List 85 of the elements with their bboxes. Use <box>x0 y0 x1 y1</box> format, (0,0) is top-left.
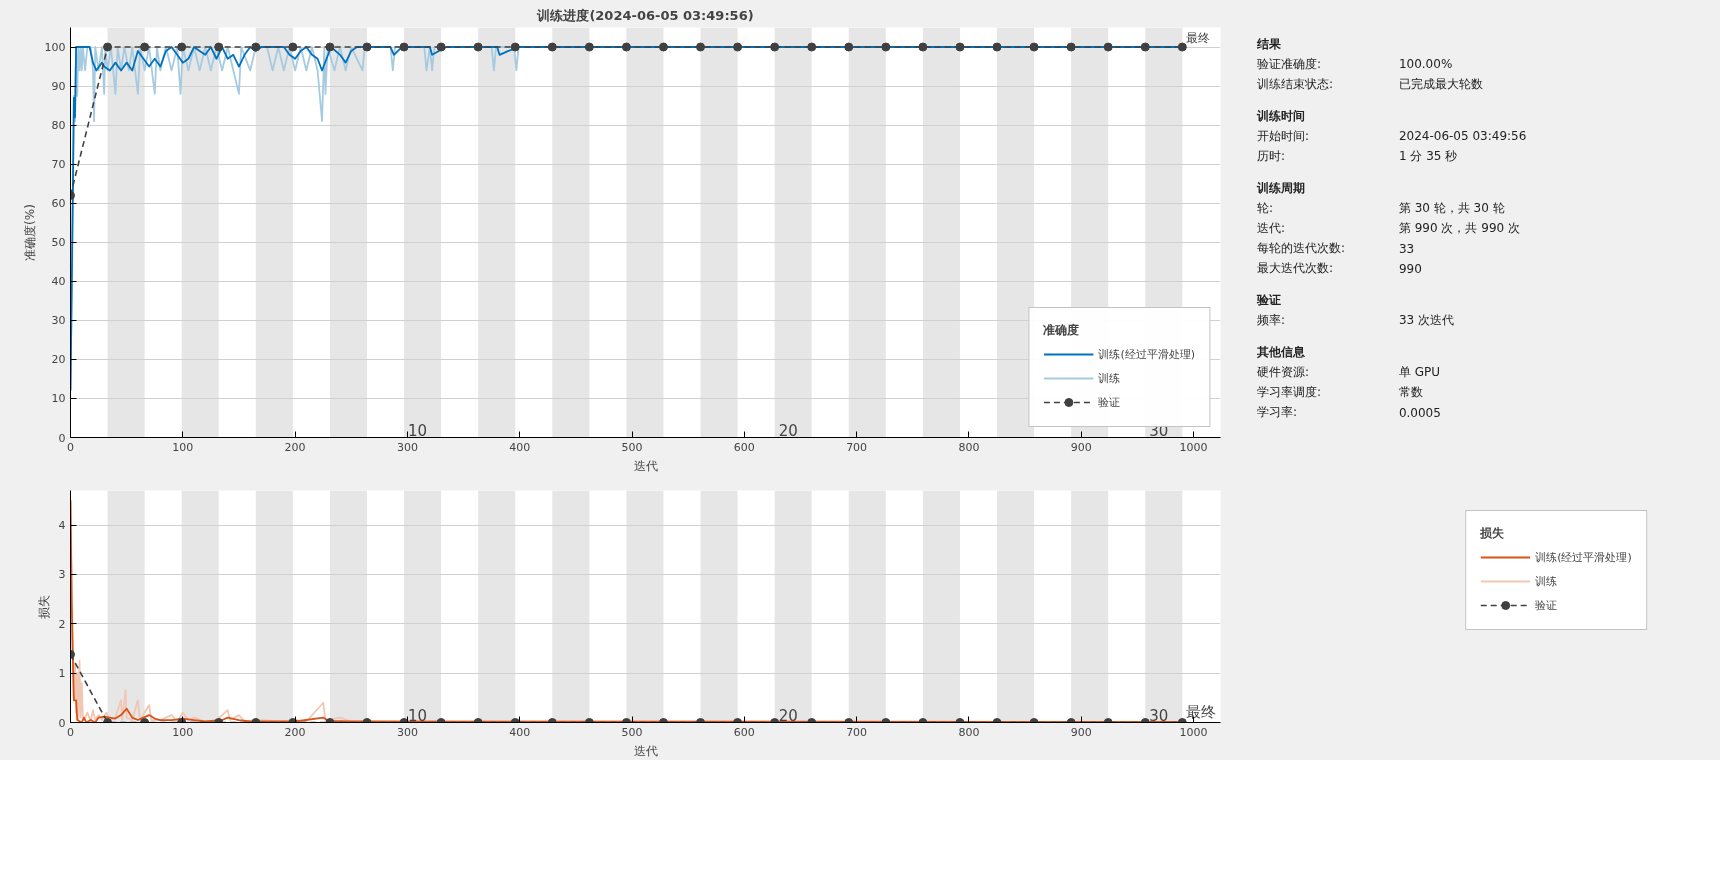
x-tick-label: 100 <box>172 440 194 454</box>
text: 0.0005 <box>1398 405 1441 420</box>
legend-label: 训练 <box>1098 370 1121 386</box>
text: 开始时间: <box>1257 128 1310 143</box>
annotation: 最终 <box>1186 31 1211 46</box>
text: 训练周期 <box>1256 180 1305 195</box>
annotation: 20 <box>778 421 798 440</box>
y-axis-title: 损失 <box>36 594 51 619</box>
x-tick-label: 500 <box>621 440 643 454</box>
y-tick-label: 70 <box>51 158 66 172</box>
text: 学习率调度: <box>1257 385 1322 400</box>
text: 常数 <box>1398 385 1423 400</box>
x-tick-label: 1000 <box>1179 725 1208 739</box>
text: 990 <box>1398 261 1422 276</box>
text: 训练结束状态: <box>1257 76 1334 91</box>
y-tick-label: 30 <box>51 314 66 328</box>
annotation: 最终 <box>1186 702 1217 721</box>
x-tick-label: 400 <box>509 725 531 739</box>
text: 其他信息 <box>1256 345 1306 360</box>
x-tick-label: 500 <box>621 725 643 739</box>
legend-label: 训练 <box>1535 573 1558 589</box>
text: 频率: <box>1257 313 1286 328</box>
text: 验证准确度: <box>1257 56 1322 71</box>
x-tick-label: 800 <box>958 725 980 739</box>
text: 100.00% <box>1398 56 1453 71</box>
x-tick-label: 800 <box>958 440 980 454</box>
x-axis-title: 迭代 <box>633 743 658 758</box>
x-tick-label: 200 <box>284 440 306 454</box>
text: 轮: <box>1257 200 1274 215</box>
y-tick-label: 20 <box>51 353 66 367</box>
annotation: 10 <box>408 421 428 440</box>
y-tick-label: 80 <box>51 119 66 133</box>
x-tick-label: 700 <box>846 440 868 454</box>
legend-label: 验证 <box>1535 597 1558 613</box>
text: 最大迭代次数: <box>1257 261 1334 276</box>
x-tick-label: 300 <box>396 440 418 454</box>
legend-label: 验证 <box>1098 394 1121 410</box>
text: 历时: <box>1257 148 1286 163</box>
y-axis-title: 准确度(%) <box>22 204 37 261</box>
text: 第 990 次，共 990 次 <box>1398 220 1520 235</box>
x-tick-label: 600 <box>733 440 755 454</box>
x-axis-title: 迭代 <box>633 458 658 473</box>
y-tick-label: 1 <box>58 667 66 681</box>
text: 迭代: <box>1257 220 1286 235</box>
y-tick-label: 3 <box>58 568 66 582</box>
y-tick-label: 40 <box>51 275 66 289</box>
text: 学习率: <box>1257 405 1298 420</box>
text: 2024-06-05 03:49:56 <box>1398 128 1527 143</box>
text: 1 分 35 秒 <box>1398 148 1458 163</box>
y-tick-label: 2 <box>58 617 66 631</box>
text: 每轮的迭代次数: <box>1257 241 1346 256</box>
x-tick-label: 1000 <box>1179 440 1208 454</box>
text: 单 GPU <box>1398 365 1441 380</box>
x-tick-label: 900 <box>1070 725 1092 739</box>
annotation: 20 <box>778 706 798 725</box>
annotation: 30 <box>1149 706 1169 725</box>
text: 硬件资源: <box>1257 365 1310 380</box>
y-tick-label: 0 <box>58 431 66 445</box>
y-tick-label: 0 <box>58 716 66 730</box>
x-tick-label: 200 <box>284 725 306 739</box>
text: 33 <box>1398 241 1415 256</box>
text: 结果 <box>1256 36 1282 51</box>
y-tick-label: 90 <box>51 80 66 94</box>
text: 33 次迭代 <box>1398 313 1454 328</box>
y-tick-label: 50 <box>51 236 66 250</box>
y-tick-label: 60 <box>51 197 66 211</box>
annotation: 10 <box>408 706 428 725</box>
y-tick-label: 4 <box>58 519 66 533</box>
x-tick-label: 100 <box>172 725 194 739</box>
legend-label: 训练(经过平滑处理) <box>1098 346 1195 362</box>
legend-title: 准确度 <box>1043 322 1081 339</box>
x-tick-label: 700 <box>846 725 868 739</box>
x-tick-label: 900 <box>1070 440 1092 454</box>
chart-title: 训练进度(2024-06-05 03:49:56) <box>536 7 754 23</box>
text: 训练时间 <box>1256 108 1305 123</box>
text: 验证 <box>1256 293 1281 308</box>
legend-title: 损失 <box>1480 525 1506 542</box>
x-tick-label: 300 <box>396 725 418 739</box>
y-tick-label: 100 <box>44 41 66 55</box>
text: 已完成最大轮数 <box>1398 76 1483 91</box>
y-tick-label: 10 <box>51 392 66 406</box>
x-tick-label: 600 <box>733 725 755 739</box>
text: 第 30 轮，共 30 轮 <box>1398 200 1505 215</box>
x-tick-label: 400 <box>509 440 531 454</box>
legend-label: 训练(经过平滑处理) <box>1535 549 1632 565</box>
